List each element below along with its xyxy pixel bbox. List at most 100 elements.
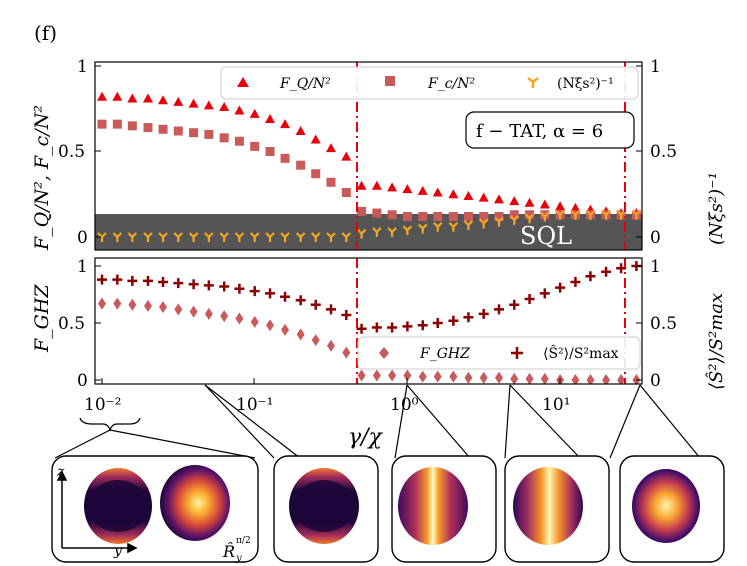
- point-triangle-7: [203, 100, 214, 110]
- point-plus-20: [402, 321, 413, 332]
- bot-left-ticks: 0 0.5 1: [58, 257, 101, 391]
- point-diamond-0: [98, 297, 106, 310]
- point-tri_down-12: [280, 232, 290, 242]
- point-diamond-28: [525, 372, 534, 384]
- point-plus-34: [616, 263, 627, 274]
- inset-box-2: [273, 455, 379, 563]
- point-plus-1: [112, 274, 123, 285]
- point-plus-4: [158, 276, 169, 287]
- point-triangle-29: [539, 199, 550, 209]
- point-plus-10: [249, 286, 260, 297]
- top-rytick-0: 0: [650, 228, 661, 248]
- legend-fc-label: F_c/N²: [427, 76, 476, 92]
- inset-box-4: [504, 455, 610, 563]
- point-tri_down-30: [555, 209, 565, 220]
- point-tri_down-10: [249, 232, 260, 242]
- legend-fq-marker: [237, 77, 249, 87]
- point-square-9: [234, 136, 244, 146]
- point-diamond-17: [357, 369, 366, 382]
- point-plus-9: [234, 283, 245, 294]
- point-tri_down-15: [326, 232, 336, 242]
- point-diamond-2: [128, 298, 137, 311]
- point-square-19: [387, 210, 397, 220]
- point-square-12: [280, 153, 290, 163]
- top-ylabel-right: (Nξs²)⁻¹: [706, 172, 727, 245]
- inset-box-1: z y R̂ y π/2: [51, 455, 259, 564]
- point-triangle-25: [478, 192, 489, 202]
- point-square-24: [463, 211, 473, 221]
- point-triangle-4: [158, 95, 169, 105]
- point-diamond-14: [311, 334, 320, 347]
- point-tri_down-20: [402, 225, 413, 236]
- legend-s2-label: ⟨Ŝ²⟩/S²max: [543, 344, 619, 362]
- point-diamond-27: [510, 372, 519, 384]
- point-triangle-27: [509, 196, 520, 206]
- rotation-label: R̂: [222, 542, 235, 561]
- point-tri_down-8: [219, 232, 229, 242]
- point-triangle-0: [97, 91, 107, 101]
- point-tri_down-25: [478, 218, 489, 229]
- bot-rytick-05: 0.5: [650, 314, 677, 334]
- point-tri_down-5: [173, 232, 184, 242]
- point-square-23: [448, 211, 458, 221]
- sphere-bright-1: [160, 465, 230, 541]
- point-diamond-19: [388, 369, 397, 382]
- point-square-25: [479, 211, 489, 221]
- point-tri_down-24: [463, 220, 474, 231]
- bottom-panel: 0 0.5 1 0 0.5 1 10⁻² 10⁻¹ 10⁰ 10¹ F: [31, 257, 727, 450]
- point-diamond-8: [220, 310, 229, 323]
- point-triangle-6: [188, 98, 199, 108]
- point-diamond-26: [495, 371, 504, 384]
- top-ytick-0: 0: [77, 228, 88, 248]
- point-square-28: [525, 210, 535, 220]
- point-plus-6: [188, 279, 199, 290]
- point-diamond-35: [632, 374, 641, 384]
- point-plus-21: [417, 320, 428, 331]
- sphere-dark-1-core: [88, 480, 148, 532]
- point-plus-0: [97, 274, 107, 285]
- point-plus-33: [601, 266, 612, 277]
- point-triangle-16: [341, 151, 352, 161]
- point-diamond-11: [266, 319, 275, 332]
- point-tri_down-18: [372, 227, 382, 237]
- point-diamond-4: [159, 301, 168, 314]
- axis-z-label: z: [56, 464, 65, 480]
- point-triangle-12: [280, 119, 291, 129]
- bot-rytick-0: 0: [650, 371, 661, 391]
- point-diamond-10: [250, 315, 259, 328]
- point-plus-17: [356, 323, 367, 334]
- point-tri_down-16: [341, 232, 352, 242]
- point-diamond-18: [372, 369, 381, 382]
- point-plus-29: [539, 288, 550, 299]
- point-square-20: [402, 211, 412, 221]
- point-diamond-23: [449, 370, 458, 383]
- point-tri_down-6: [188, 232, 199, 242]
- point-tri_down-33: [601, 209, 611, 220]
- point-tri_down-21: [417, 223, 428, 234]
- point-square-29: [540, 210, 550, 220]
- point-diamond-7: [204, 307, 213, 320]
- legend-fq-label: F_Q/N²: [279, 76, 331, 92]
- point-tri_down-4: [158, 232, 168, 242]
- point-triangle-21: [417, 185, 428, 195]
- point-plus-8: [219, 281, 230, 292]
- point-plus-15: [326, 304, 337, 315]
- point-triangle-23: [448, 189, 459, 199]
- sphere-stripe-4: [513, 467, 583, 545]
- point-triangle-5: [173, 96, 184, 106]
- point-tri_down-28: [524, 213, 535, 224]
- sphere-dark-2-core: [293, 480, 355, 532]
- point-diamond-31: [571, 374, 580, 384]
- top-ylabel-left: F_Q/N², F_c/N²: [31, 105, 53, 251]
- title-box: f − TAT, α = 6: [465, 111, 635, 149]
- point-triangle-30: [555, 201, 566, 211]
- point-plus-28: [524, 294, 535, 305]
- top-left-ticks: 0 0.5 1: [58, 57, 101, 248]
- point-triangle-36: [647, 208, 657, 217]
- point-tri_down-7: [204, 232, 214, 242]
- point-square-17: [357, 206, 367, 216]
- point-diamond-22: [433, 370, 442, 383]
- chart-title: f − TAT, α = 6: [476, 121, 603, 142]
- point-square-22: [433, 211, 443, 221]
- point-tri_down-14: [310, 232, 321, 242]
